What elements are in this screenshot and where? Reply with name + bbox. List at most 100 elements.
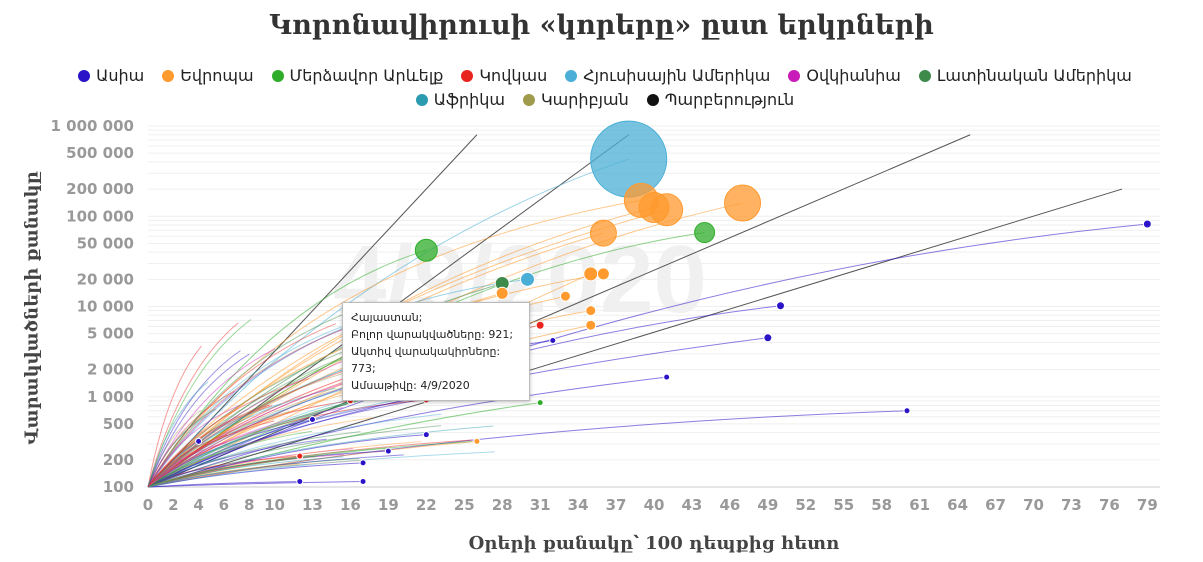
chart-title: Կորոնավիրուսի «կորերը» ըստ երկրների [269,10,934,41]
legend-label: Աֆրիկա [433,90,505,109]
y-tick-label: 5 000 [87,325,134,343]
country-curve [147,448,353,488]
tooltip-country: Հայաստան; [351,311,423,324]
legend-marker [271,70,284,82]
legend-item[interactable]: Օվկիանիա [788,64,901,88]
country-curve [147,411,290,488]
country-curve [147,387,336,488]
y-tick-label: 10 000 [77,298,134,316]
data-point[interactable] [535,320,545,330]
y-tick-label: 500 [103,415,134,433]
legend-marker [918,70,931,82]
data-point[interactable] [585,305,597,317]
legend-item[interactable]: Ասիա [78,64,144,88]
country-curve [147,439,472,488]
legend-marker [565,70,578,82]
y-tick-label: 50 000 [77,234,134,252]
country-curve [147,438,327,488]
legend-marker [415,94,428,106]
legend-item[interactable]: Եվրոպա [162,64,254,88]
data-point[interactable] [724,184,762,222]
legend-item[interactable]: Մերձավոր Արևելք [271,64,443,88]
country-curve [147,481,364,488]
country-curve [147,455,300,488]
x-tick-label: 16 [340,496,361,514]
legend-marker [788,70,801,82]
country-curve [147,441,472,488]
country-curve [147,459,362,488]
data-point[interactable] [549,337,557,345]
country-curve [147,319,252,488]
x-tick-label: 40 [644,496,665,514]
country-curve [147,278,528,488]
legend-marker [78,70,91,82]
country-curve [147,321,363,488]
legend-label: Հյուսիսային Ամերիկա [583,66,771,85]
legend-item[interactable]: Պարբերություն [646,88,794,112]
country-curve [147,348,276,488]
data-point[interactable] [384,447,392,455]
data-point[interactable] [596,267,610,281]
data-point[interactable] [559,290,571,302]
country-curve [147,381,209,488]
data-point[interactable] [296,478,304,486]
country-curve [147,441,244,488]
data-point[interactable] [195,437,203,445]
country-curve [147,454,404,488]
legend-item[interactable]: Կարիբյան [522,88,629,112]
country-curve [147,430,313,488]
x-tick-label: 13 [302,496,323,514]
x-tick-label: 6 [219,496,229,514]
data-point[interactable] [589,219,617,247]
data-point[interactable] [763,333,773,343]
data-point[interactable] [1142,219,1152,229]
data-point[interactable] [663,373,671,381]
data-point[interactable] [520,271,535,287]
data-point[interactable] [590,120,668,198]
country-curve [147,390,235,488]
y-tick-label: 500 000 [66,144,134,162]
data-point[interactable] [903,407,911,415]
data-point[interactable] [422,431,430,439]
country-curve [147,405,273,488]
data-point[interactable] [495,286,509,300]
x-tick-label: 67 [985,496,1006,514]
legend-item[interactable]: Հյուսիսային Ամերիկա [565,64,770,88]
legend-item[interactable]: Կովկաս [461,64,547,88]
data-point[interactable] [694,222,716,244]
country-curve [147,463,299,488]
y-tick-label: 1 000 [87,388,134,406]
legend-item[interactable]: Լատինական Ամերիկա [918,64,1132,88]
tooltip-date: Ամսաթիվը: 4/9/2020 [351,379,470,392]
data-point[interactable] [583,266,599,282]
data-point[interactable] [585,319,597,331]
data-point[interactable] [536,399,544,407]
x-tick-label: 70 [1023,496,1044,514]
data-point[interactable] [776,301,785,311]
data-point[interactable] [414,238,438,262]
x-tick-label: 22 [416,496,437,514]
country-curve [147,410,202,488]
country-curve [147,345,202,488]
data-point[interactable] [296,452,304,460]
country-curve [147,400,351,488]
country-curve [147,425,494,488]
legend-label: Կովկաս [479,66,548,85]
country-curve [147,418,313,488]
country-curve [147,399,427,488]
x-tick-label: 61 [909,496,930,514]
x-tick-label: 64 [947,496,968,514]
country-curve [147,322,239,488]
data-point[interactable] [308,415,316,423]
data-point[interactable] [473,437,481,445]
country-curve [147,223,1148,488]
legend-item[interactable]: Աֆրիկա [415,88,505,112]
legend-marker [162,70,175,82]
y-tick-label: 2 000 [87,361,134,379]
y-tick-label: 100 [103,478,134,496]
data-point[interactable] [359,459,367,467]
country-curve [147,407,344,488]
data-point[interactable] [359,478,367,486]
data-point[interactable] [650,193,684,227]
